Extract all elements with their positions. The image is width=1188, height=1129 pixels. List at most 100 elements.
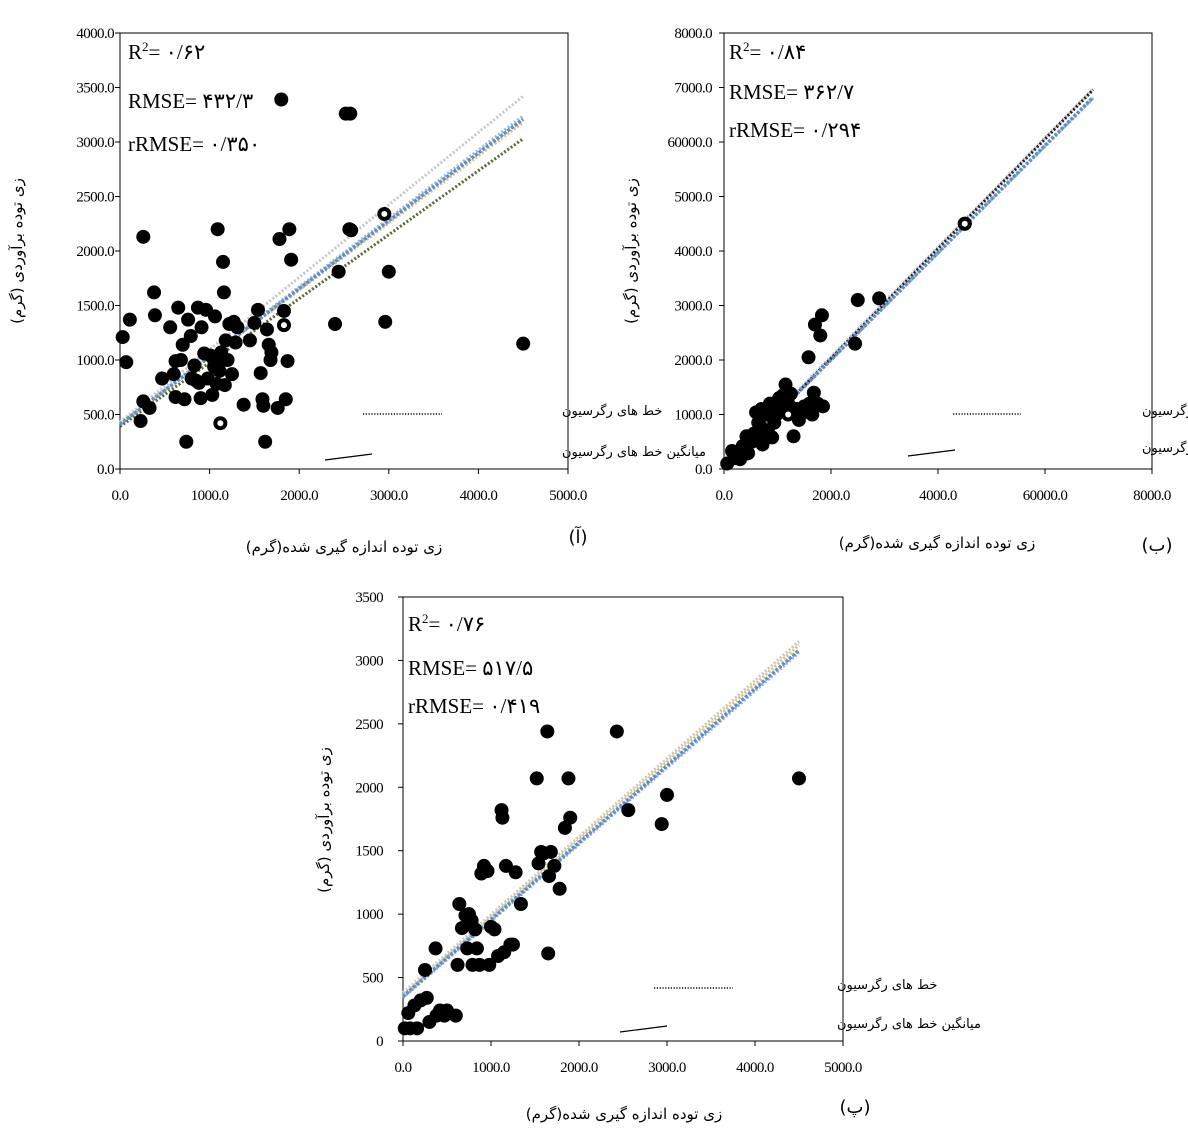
data-point: [225, 367, 239, 382]
y-axis-label: زی توده برآوردی (گرم): [622, 178, 640, 324]
data-point: [480, 864, 495, 879]
data-point: [506, 937, 520, 952]
x-tick-label: 2000.0: [280, 488, 318, 504]
data-point: [242, 333, 257, 348]
data-point: [783, 386, 798, 401]
x-tick-label: 3000.0: [648, 1060, 686, 1076]
stat-text: rRMSE= ۰/۲۹۴: [729, 118, 861, 142]
x-axis-label: زی توده اندازه گیری شده(گرم): [526, 1105, 722, 1123]
data-point: [228, 335, 243, 350]
stat-text: R2= ۰/۸۴: [729, 39, 806, 64]
data-point: [513, 896, 528, 911]
data-point: [561, 771, 576, 786]
data-point: [115, 330, 130, 345]
data-point: [801, 350, 816, 365]
y-axis-label: زی توده برآوردی (گرم): [315, 747, 333, 893]
data-point: [543, 844, 558, 859]
x-tick-label: 60000.0: [1023, 488, 1068, 504]
data-point: [563, 810, 578, 825]
legend-regression-label: خط های رگرسیون: [562, 403, 662, 419]
y-tick-label: 8000.0: [674, 26, 712, 42]
data-point: [331, 264, 346, 279]
data-point: [276, 303, 291, 318]
data-point: [217, 378, 232, 393]
panel-label: (آ): [568, 525, 587, 548]
data-point: [193, 391, 208, 406]
x-tick-label: 2000.0: [812, 488, 850, 504]
data-point: [343, 106, 358, 121]
y-tick-label: 4000.0: [76, 26, 114, 42]
legend-mean-label: میانگین خط های رگرسیون: [1142, 440, 1188, 456]
data-point: [236, 397, 251, 412]
chart-panel-2: 0.0 1000.0 2000.0 3000.0 4000.0 5000.0 60000.0…: [622, 26, 1188, 556]
data-point-highlight: [217, 420, 224, 427]
data-point: [450, 957, 465, 972]
data-point: [177, 392, 192, 407]
mean-regression-line: [401, 648, 801, 998]
y-tick-label: 2500: [355, 717, 383, 733]
data-point: [179, 434, 194, 449]
legend-regression-label: خط های رگرسیون: [837, 977, 937, 993]
x-tick-label: 4000.0: [919, 488, 957, 504]
data-point: [171, 300, 186, 315]
data-point: [482, 957, 497, 972]
data-point: [253, 366, 268, 381]
legend-solid-swatch: [907, 449, 956, 457]
mean-regression-line: [118, 117, 525, 426]
y-tick-label: 3000.0: [76, 135, 114, 151]
data-point: [552, 881, 567, 896]
x-tick-label: 0.0: [395, 1060, 412, 1076]
data-point-highlight: [381, 210, 388, 217]
stat-text: R2= ۰/۶۲: [128, 39, 205, 64]
y-tick-label: 0.0: [97, 462, 114, 478]
y-tick-label: 3500.0: [76, 81, 114, 97]
data-point: [250, 302, 265, 317]
x-tick-label: 8000.0: [1133, 488, 1171, 504]
data-point: [216, 254, 231, 269]
data-point: [212, 363, 227, 378]
x-tick-label: 4000.0: [460, 488, 498, 504]
data-point: [280, 354, 295, 369]
data-point: [428, 941, 443, 956]
y-tick-label: 500: [362, 971, 383, 987]
data-point: [258, 434, 273, 449]
data-point: [609, 724, 624, 739]
regression-line: [722, 97, 1095, 468]
y-tick-label: 3500: [355, 590, 383, 606]
data-point: [813, 328, 828, 343]
data-point: [256, 398, 271, 413]
y-tick-label: 1000.0: [674, 408, 712, 424]
stat-text: rRMSE= ۰/۴۱۹: [408, 694, 540, 718]
data-point: [344, 223, 359, 238]
y-tick-label: 1000.0: [76, 353, 114, 369]
data-point: [381, 264, 396, 279]
data-point: [220, 353, 235, 367]
panel-label: (ب): [1141, 535, 1172, 556]
y-tick-label: 0.0: [695, 462, 712, 478]
data-point: [272, 232, 287, 247]
data-point: [216, 285, 231, 300]
data-point: [508, 865, 523, 880]
data-point-highlight: [280, 322, 287, 329]
data-point: [136, 229, 151, 244]
data-point: [452, 896, 467, 911]
data-point: [328, 317, 343, 332]
data-point-highlight: [961, 220, 968, 227]
regression-line: [402, 651, 800, 999]
legend-mean-label: میانگین خط های رگرسیون: [562, 444, 706, 460]
data-point: [654, 817, 669, 832]
data-point: [472, 957, 487, 972]
data-point: [448, 1008, 463, 1023]
y-tick-label: 1500: [355, 844, 383, 860]
data-point: [469, 941, 484, 956]
data-point: [133, 414, 148, 429]
regression-line: [402, 644, 800, 997]
y-tick-label: 4000.0: [674, 244, 712, 260]
data-point: [805, 407, 820, 422]
legend-solid-swatch: [324, 453, 373, 461]
regression-line: [119, 95, 525, 424]
y-tick-label: 1000: [355, 907, 383, 923]
data-point: [850, 293, 865, 308]
data-point: [230, 320, 245, 335]
